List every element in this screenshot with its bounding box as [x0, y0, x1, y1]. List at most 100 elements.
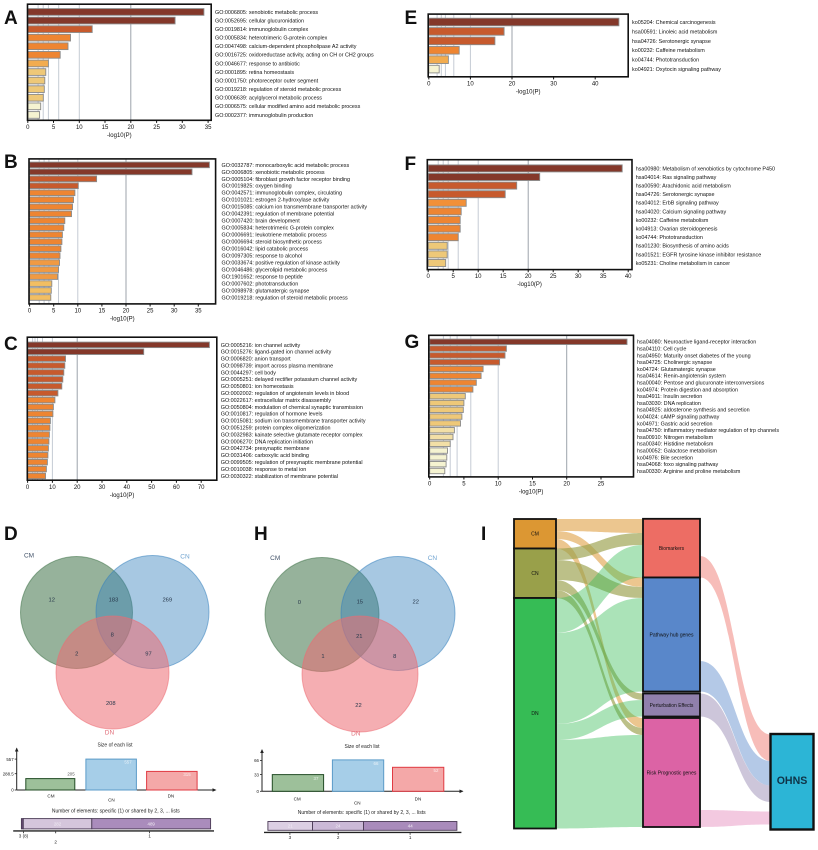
- svg-text:8: 8: [393, 654, 396, 660]
- svg-text:40: 40: [123, 485, 130, 491]
- svg-text:22: 22: [355, 703, 361, 709]
- svg-text:hsa04014: Ras signaling pathwa: hsa04014: Ras signaling pathway: [636, 175, 717, 181]
- svg-text:A: A: [4, 8, 18, 29]
- svg-text:I: I: [481, 524, 486, 545]
- svg-text:15: 15: [357, 600, 363, 606]
- svg-text:315: 315: [183, 772, 191, 777]
- svg-text:25: 25: [147, 309, 154, 315]
- svg-text:15: 15: [102, 125, 109, 131]
- svg-text:DN: DN: [168, 793, 175, 798]
- svg-text:10: 10: [76, 125, 83, 131]
- svg-text:ko04976: Bile secretion: ko04976: Bile secretion: [637, 455, 693, 461]
- svg-text:GO:0006820: anion transport: GO:0006820: anion transport: [221, 357, 291, 363]
- svg-text:269: 269: [162, 598, 172, 604]
- svg-text:DN: DN: [415, 797, 422, 802]
- svg-text:GO:0015085: calcium ion transm: GO:0015085: calcium ion transmembrane tr…: [222, 205, 368, 211]
- svg-text:CM: CM: [531, 532, 539, 538]
- svg-text:GO:0042734: presynaptic membra: GO:0042734: presynaptic membrane: [221, 446, 310, 452]
- svg-text:37: 37: [314, 776, 319, 781]
- svg-text:B: B: [4, 152, 18, 173]
- svg-text:C: C: [4, 334, 18, 355]
- svg-text:hsa00330: Arginine and proline: hsa00330: Arginine and proline metabolis…: [637, 469, 741, 475]
- svg-text:5: 5: [452, 274, 456, 280]
- svg-text:CN: CN: [354, 801, 361, 806]
- svg-text:GO:0006639: acylglycerol metab: GO:0006639: acylglycerol metabolic proce…: [215, 96, 322, 102]
- svg-text:44: 44: [408, 824, 413, 829]
- svg-text:2: 2: [75, 651, 78, 657]
- svg-text:DN: DN: [351, 731, 361, 738]
- svg-text:GO:0097305: response to alcoho: GO:0097305: response to alcohol: [222, 254, 303, 260]
- svg-text:Biomarkers: Biomarkers: [659, 546, 685, 552]
- svg-text:25: 25: [598, 482, 605, 488]
- svg-text:0: 0: [427, 274, 431, 280]
- svg-text:20: 20: [127, 125, 134, 131]
- svg-text:GO:0006575: cellular modified: GO:0006575: cellular modified amino acid…: [215, 104, 361, 110]
- svg-text:30: 30: [179, 125, 186, 131]
- svg-text:0: 0: [257, 789, 260, 794]
- svg-text:GO:0006691: leukotriene metabo: GO:0006691: leukotriene metabolic proces…: [222, 233, 327, 239]
- svg-text:3: 3: [289, 835, 292, 840]
- svg-text:ko04974: Protein digestion and: ko04974: Protein digestion and absorptio…: [637, 387, 738, 393]
- svg-text:hsa04110: Cell cycle: hsa04110: Cell cycle: [637, 347, 686, 353]
- svg-text:hsa00591: Linoleic acid metabo: hsa00591: Linoleic acid metabolism: [632, 29, 718, 35]
- svg-text:CN: CN: [108, 798, 115, 803]
- svg-text:hsa04080: Neuroactive ligand-r: hsa04080: Neuroactive ligand-receptor in…: [637, 340, 756, 346]
- svg-text:5: 5: [52, 125, 56, 131]
- svg-text:20: 20: [525, 274, 532, 280]
- svg-text:5: 5: [52, 309, 56, 315]
- svg-text:GO:0001750: photoreceptor oute: GO:0001750: photoreceptor outer segment: [215, 79, 319, 85]
- svg-text:GO:0019814: immunoglobulin com: GO:0019814: immunoglobulin complex: [215, 27, 308, 33]
- svg-text:ko04921: Oxytocin signaling pa: ko04921: Oxytocin signaling pathway: [632, 67, 721, 73]
- svg-text:ko04024: cAMP signaling pathwa: ko04024: cAMP signaling pathway: [637, 415, 720, 421]
- svg-text:-log10(P): -log10(P): [517, 282, 542, 288]
- svg-text:hsa00590: Arachidonic acid met: hsa00590: Arachidonic acid metabolism: [636, 184, 732, 190]
- svg-text:ko04744: Phototransduction: ko04744: Phototransduction: [636, 235, 703, 241]
- svg-text:15: 15: [500, 274, 507, 280]
- svg-text:-log10(P): -log10(P): [110, 317, 135, 323]
- svg-text:hsa04725: Cholinergic synapse: hsa04725: Cholinergic synapse: [637, 360, 712, 366]
- svg-text:Perturbation Effects: Perturbation Effects: [650, 703, 694, 709]
- svg-text:0: 0: [26, 485, 30, 491]
- svg-text:40: 40: [592, 81, 599, 87]
- svg-text:hsa04068: foxo signaling pathw: hsa04068: foxo signaling pathway: [637, 462, 719, 468]
- svg-text:H: H: [254, 524, 268, 545]
- svg-text:GO:0005251: delayed rectifier: GO:0005251: delayed rectifier potassium …: [221, 377, 358, 383]
- svg-text:557: 557: [6, 757, 14, 762]
- svg-text:ko04744: Phototransduction: ko04744: Phototransduction: [632, 58, 699, 64]
- svg-text:OHNS: OHNS: [777, 775, 808, 787]
- svg-text:-log10(P): -log10(P): [519, 490, 544, 496]
- svg-text:hsa00052: Galactose metabolism: hsa00052: Galactose metabolism: [637, 449, 718, 455]
- svg-text:hsa04925: aldosterone synthesi: hsa04925: aldosterone synthesis and secr…: [637, 408, 750, 414]
- svg-text:ko05231: Choline metabolism in: ko05231: Choline metabolism in cancer: [636, 261, 731, 267]
- svg-text:35: 35: [195, 309, 202, 315]
- svg-text:CN: CN: [531, 571, 539, 577]
- svg-text:GO:0050804: modulation of chem: GO:0050804: modulation of chemical synap…: [221, 405, 363, 411]
- svg-text:GO:0042571: immunoglobulin com: GO:0042571: immunoglobulin complex, circ…: [222, 191, 342, 197]
- svg-text:GO:0006694: steroid biosynthet: GO:0006694: steroid biosynthetic process: [222, 240, 323, 246]
- svg-text:CM: CM: [47, 793, 54, 798]
- svg-text:GO:0010038: response to metal: GO:0010038: response to metal ion: [221, 467, 306, 473]
- svg-text:24: 24: [336, 824, 341, 829]
- svg-text:D: D: [4, 524, 18, 545]
- svg-text:ko00232: Caffeine metabolism: ko00232: Caffeine metabolism: [636, 218, 709, 224]
- svg-text:66: 66: [374, 761, 379, 766]
- svg-text:GO:0010817: regulation of horm: GO:0010817: regulation of hormone levels: [221, 412, 323, 418]
- svg-text:66: 66: [254, 758, 259, 763]
- svg-text:20: 20: [74, 485, 81, 491]
- svg-text:489: 489: [148, 822, 156, 827]
- svg-text:hsa00340: Histidine metabolism: hsa00340: Histidine metabolism: [637, 442, 714, 448]
- svg-text:282: 282: [54, 822, 62, 827]
- svg-text:GO:0046486: glycerolipid metab: GO:0046486: glycerolipid metabolic proce…: [222, 268, 328, 274]
- svg-text:30: 30: [171, 309, 178, 315]
- svg-text:GO:0016725: oxidoreductase act: GO:0016725: oxidoreductase activity, act…: [215, 53, 374, 59]
- svg-text:CN: CN: [180, 554, 190, 561]
- svg-text:33: 33: [254, 772, 259, 777]
- svg-text:30: 30: [550, 81, 557, 87]
- svg-text:GO:0032787: monocarboxylic aci: GO:0032787: monocarboxylic acid metaboli…: [222, 163, 350, 169]
- svg-text:hsa04726: Serotonergic synapse: hsa04726: Serotonergic synapse: [636, 192, 715, 198]
- svg-text:22: 22: [412, 600, 418, 606]
- svg-text:GO:0002002: regulation of angi: GO:0002002: regulation of angiotensin le…: [221, 391, 349, 397]
- svg-text:hsa01521: EGFR tyrosine kinase: hsa01521: EGFR tyrosine kinase inhibitor…: [636, 252, 762, 258]
- svg-text:GO:0044297: cell body: GO:0044297: cell body: [221, 370, 276, 376]
- svg-text:hsa04614: Renin-angiotensin sy: hsa04614: Renin-angiotensin system: [637, 374, 726, 380]
